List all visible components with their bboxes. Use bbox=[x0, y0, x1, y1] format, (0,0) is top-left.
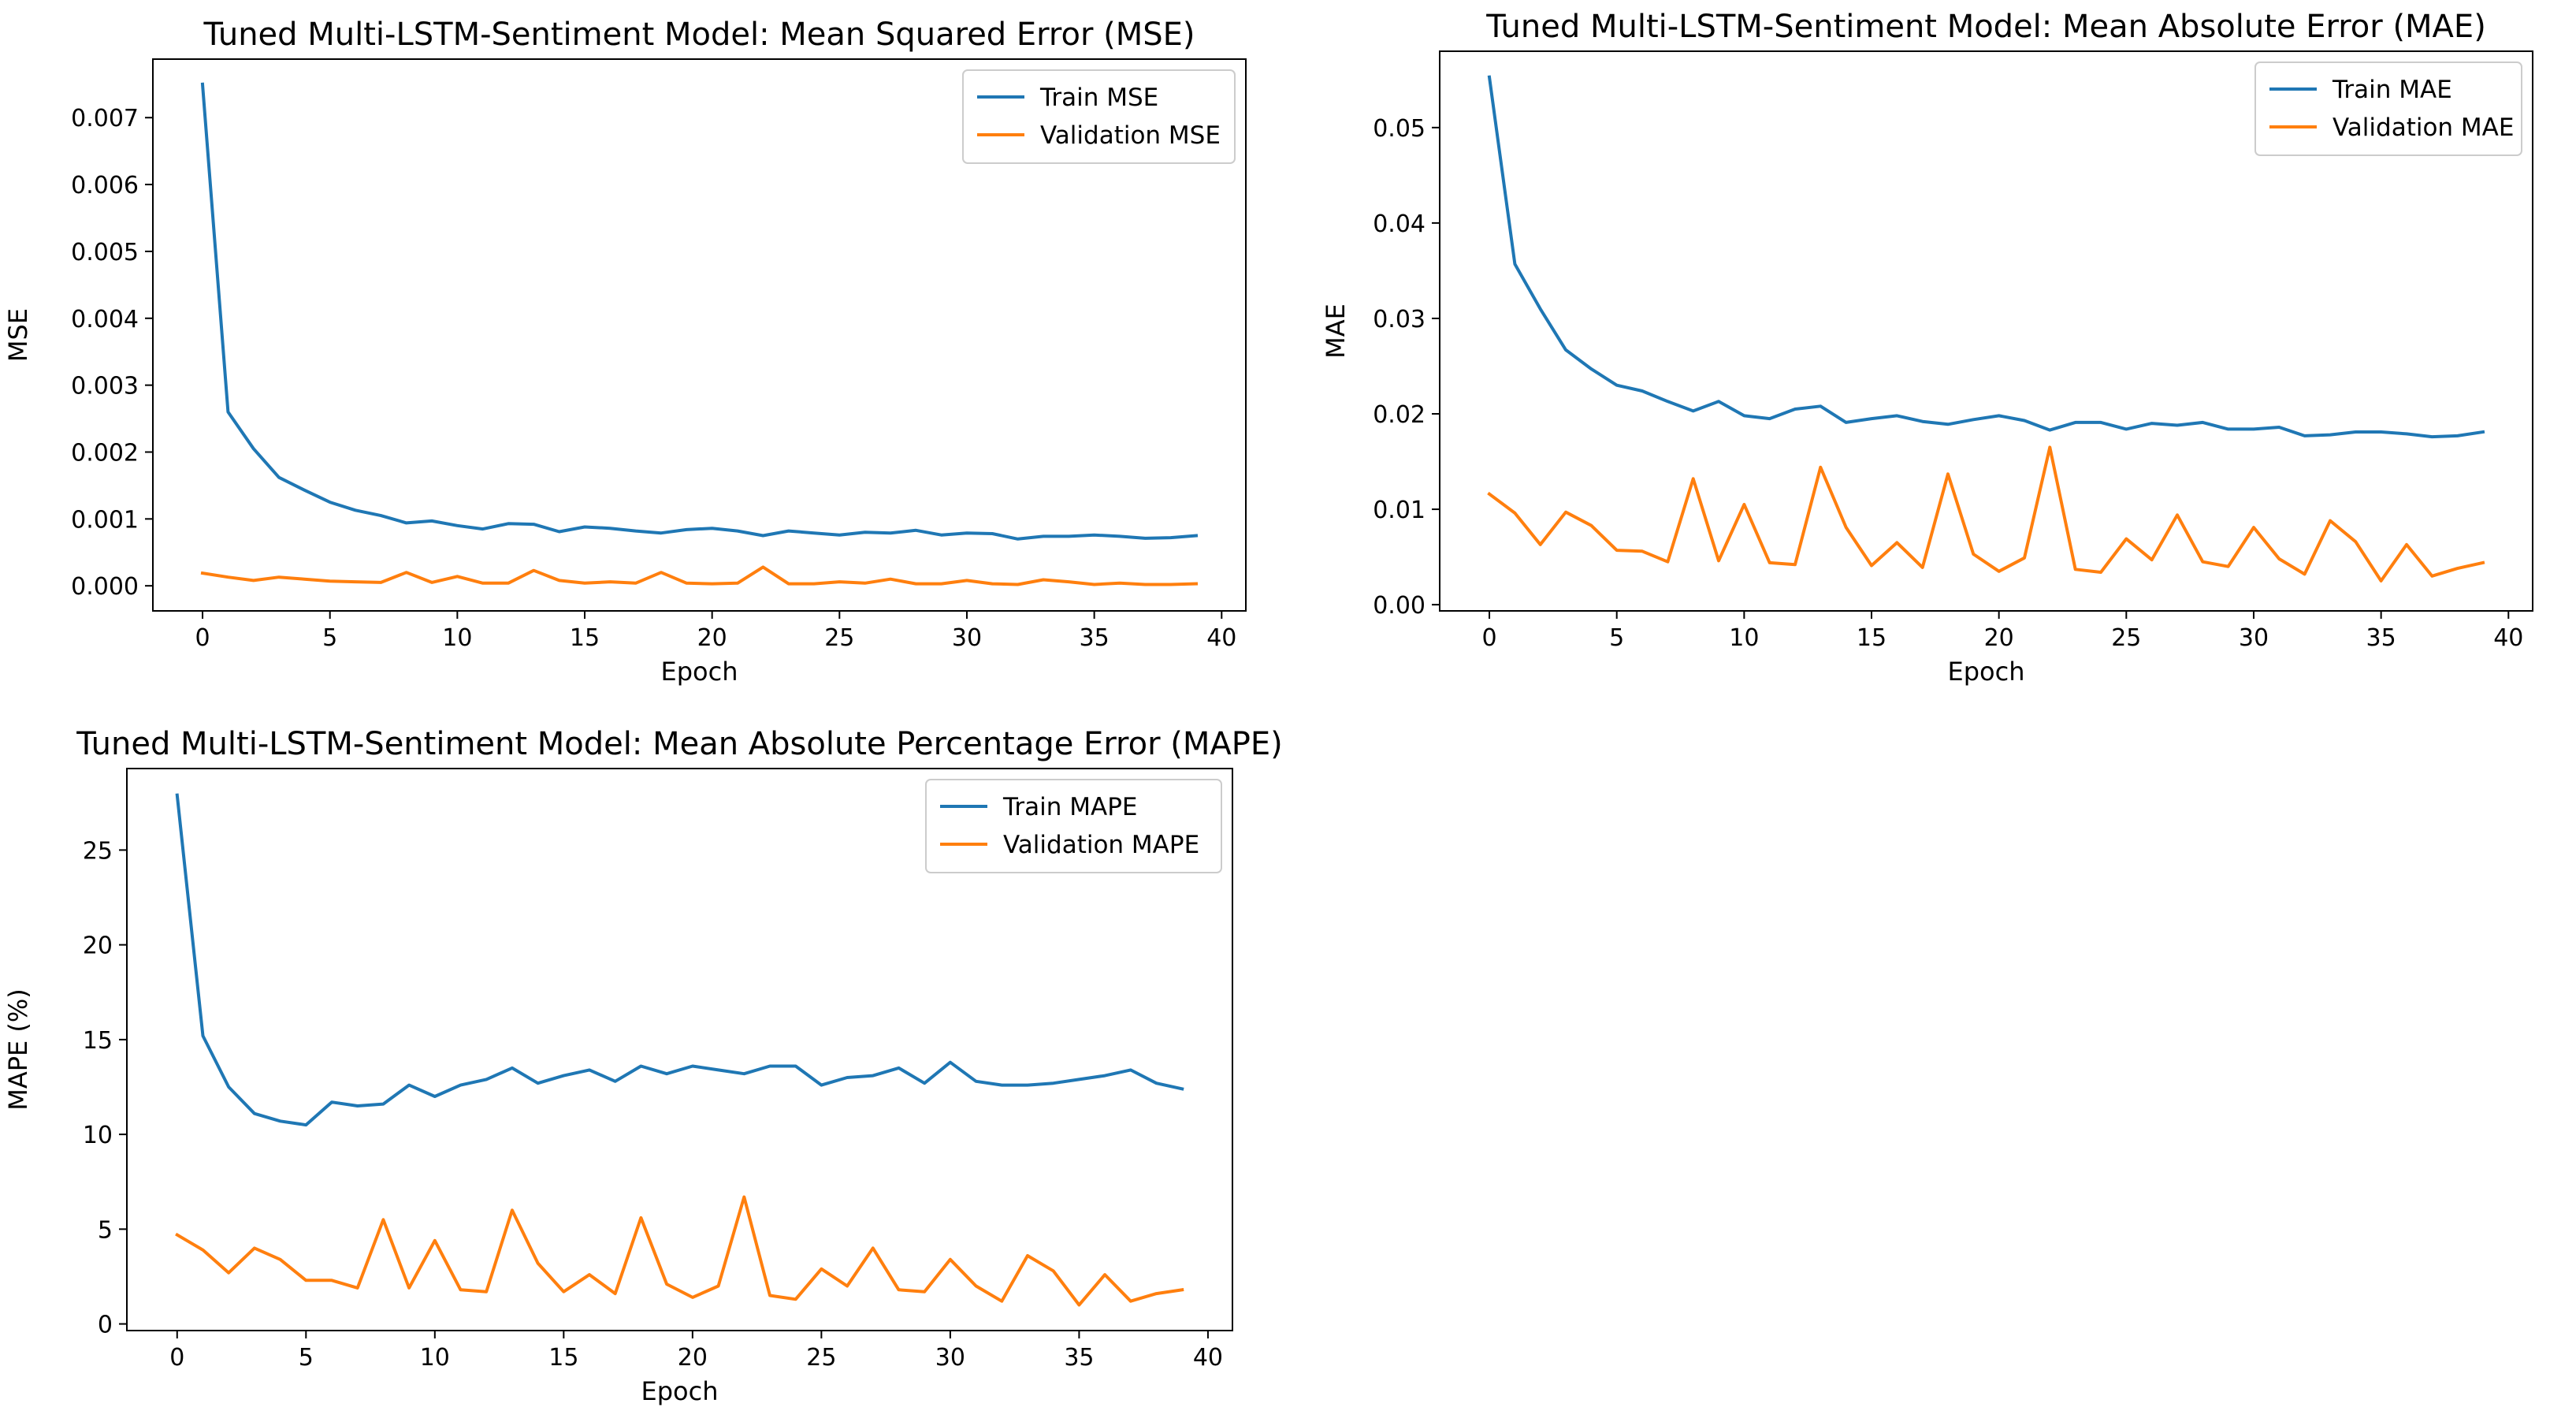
mape-xtick-label: 20 bbox=[678, 1344, 708, 1372]
mape-chart-title: Tuned Multi-LSTM-Sentiment Model: Mean A… bbox=[76, 726, 1282, 762]
mae-x-axis-label: Epoch bbox=[1948, 657, 2025, 687]
mse-ytick-label: 0.005 bbox=[71, 239, 139, 266]
mape-y-axis-label: MAPE (%) bbox=[3, 988, 33, 1111]
mse-xtick-label: 5 bbox=[322, 624, 337, 652]
mse-legend-label: Validation MSE bbox=[1040, 121, 1221, 150]
mape-ytick-label: 0 bbox=[98, 1312, 113, 1339]
mse-axes-frame bbox=[152, 58, 1247, 612]
mape-axes-frame bbox=[126, 768, 1233, 1331]
mse-xtick-label: 10 bbox=[442, 624, 472, 652]
mae-y-axis-label: MAE bbox=[1321, 303, 1351, 359]
mae-xtick-label: 40 bbox=[2493, 624, 2523, 652]
mape-ytick-label: 10 bbox=[83, 1122, 113, 1149]
mape-subplot: 0 5 10 15 20 25 30 35 40 0 5 10 15 20 25 Tuned Multi-LS… bbox=[3, 726, 1283, 1406]
mape-legend-label: Train MAPE bbox=[1002, 793, 1137, 821]
mae-series-validation-mae bbox=[1487, 445, 2485, 583]
mape-x-axis-label: Epoch bbox=[641, 1376, 719, 1406]
mae-axes-frame bbox=[1439, 50, 2533, 612]
mse-ytick-label: 0.004 bbox=[71, 306, 139, 333]
mae-xtick-label: 30 bbox=[2239, 624, 2269, 652]
mse-xtick-label: 20 bbox=[697, 624, 727, 652]
mse-legend: Train MSE Validation MSE bbox=[962, 69, 1236, 164]
mse-ytick-label: 0.000 bbox=[71, 573, 139, 601]
mape-series-validation-mape bbox=[175, 1195, 1184, 1307]
mape-ytick-label: 20 bbox=[83, 932, 113, 960]
mse-ytick-label: 0.007 bbox=[71, 105, 139, 132]
mae-series-train-mae bbox=[1487, 75, 2485, 439]
mse-series-validation-mse bbox=[200, 565, 1199, 586]
mse-x-axis-label: Epoch bbox=[661, 657, 738, 687]
mse-series-train-mse bbox=[200, 82, 1199, 541]
mae-legend-label: Train MAE bbox=[2332, 76, 2452, 104]
mse-ytick-label: 0.002 bbox=[71, 439, 139, 467]
mae-ytick-label: 0.01 bbox=[1373, 497, 1426, 524]
mse-xtick-label: 40 bbox=[1206, 624, 1236, 652]
mae-xtick-label: 25 bbox=[2111, 624, 2141, 652]
mae-xtick-label: 5 bbox=[1609, 624, 1624, 652]
mape-series-train-mape bbox=[175, 793, 1184, 1127]
mae-ytick-label: 0.05 bbox=[1373, 115, 1426, 143]
mse-xtick-label: 15 bbox=[570, 624, 600, 652]
mse-xtick-label: 35 bbox=[1080, 624, 1110, 652]
mse-xtick-label: 0 bbox=[195, 624, 210, 652]
mae-xtick-label: 20 bbox=[1984, 624, 2014, 652]
mape-xtick-label: 10 bbox=[420, 1344, 450, 1372]
mae-xtick-label: 15 bbox=[1857, 624, 1886, 652]
mape-xtick-label: 5 bbox=[299, 1344, 314, 1372]
mape-xtick-label: 35 bbox=[1064, 1344, 1094, 1372]
mae-legend-label: Validation MAE bbox=[2333, 114, 2514, 142]
mse-ytick-label: 0.003 bbox=[71, 373, 139, 400]
mape-xtick-label: 15 bbox=[548, 1344, 578, 1372]
mape-ytick-label: 5 bbox=[98, 1216, 113, 1244]
mae-subplot: 0 5 10 15 20 25 30 35 40 0.00 0.01 0.02 0.03 0.04 0.05… bbox=[1321, 9, 2533, 687]
mse-xtick-label: 30 bbox=[952, 624, 982, 652]
mape-legend: Train MAPE Validation MAPE bbox=[925, 779, 1222, 873]
mse-subplot: 0 5 10 15 20 25 30 35 40 0.000 0.001 0.002 0.003 0.00… bbox=[3, 17, 1247, 687]
mae-legend: Train MAE Validation MAE bbox=[2254, 61, 2522, 156]
mape-xtick-label: 40 bbox=[1193, 1344, 1223, 1372]
mse-ytick-label: 0.006 bbox=[71, 172, 139, 199]
mape-xtick-label: 25 bbox=[806, 1344, 836, 1372]
mae-xtick-label: 10 bbox=[1729, 624, 1759, 652]
mape-legend-box bbox=[925, 779, 1222, 873]
mse-chart-title: Tuned Multi-LSTM-Sentiment Model: Mean S… bbox=[203, 17, 1195, 53]
mape-ytick-label: 25 bbox=[83, 837, 113, 865]
mae-xtick-label: 35 bbox=[2366, 624, 2396, 652]
mae-xtick-label: 0 bbox=[1481, 624, 1496, 652]
mape-xtick-label: 30 bbox=[935, 1344, 965, 1372]
mae-ytick-label: 0.02 bbox=[1373, 401, 1426, 429]
mse-xtick-label: 25 bbox=[824, 624, 854, 652]
mae-legend-box bbox=[2254, 61, 2522, 156]
mape-ytick-label: 15 bbox=[83, 1027, 113, 1055]
mse-legend-box bbox=[962, 69, 1236, 164]
mse-y-axis-label: MSE bbox=[3, 308, 33, 362]
mape-xtick-label: 0 bbox=[169, 1344, 184, 1372]
mse-legend-label: Train MSE bbox=[1039, 84, 1158, 112]
mae-ytick-label: 0.03 bbox=[1373, 306, 1426, 333]
mae-chart-title: Tuned Multi-LSTM-Sentiment Model: Mean A… bbox=[1485, 9, 2486, 45]
mae-ytick-label: 0.00 bbox=[1373, 592, 1426, 620]
mse-ytick-label: 0.001 bbox=[71, 506, 139, 534]
mape-legend-label: Validation MAPE bbox=[1003, 831, 1199, 859]
mae-ytick-label: 0.04 bbox=[1373, 210, 1426, 238]
